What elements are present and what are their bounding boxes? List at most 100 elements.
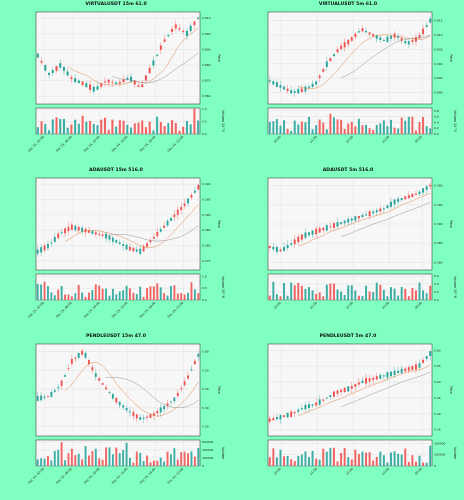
candle-body [340,389,343,393]
volume-bar [59,118,62,134]
volume-bar [293,285,296,300]
volume-bar [167,123,170,134]
volume-bar [111,119,114,134]
chart-title: VIRTUALUSDT 15m 61.0 [85,2,147,7]
candle-body [77,227,80,231]
volume-bar [411,288,414,300]
volume-bar [197,293,200,300]
price-axis-label: Price [449,220,453,228]
volume-bar [193,456,196,466]
candle-body [156,231,159,237]
volume-bar [111,454,114,466]
volume-bar [347,123,350,134]
candle-body [425,186,428,190]
volume-bar [304,288,307,300]
candle-body [57,233,60,239]
candle-body [167,34,170,37]
volume-bar [368,452,371,466]
volume-bar [311,129,314,134]
volume-bar [283,456,286,466]
candle-body [425,356,428,359]
candle-body [404,40,407,44]
volume-bar [115,447,118,466]
candle-body [183,381,186,386]
volume-bar [190,451,193,466]
candle-body [149,413,152,419]
volume-tick-label: 0.0 [202,132,207,136]
x-tick-label: Dec 24, 18:00 [139,467,157,485]
price-tick-label: 5.20 [202,425,209,429]
candle-body [300,408,303,410]
candle-body [70,358,73,364]
candle-body [148,67,151,74]
candle-body [279,85,282,88]
candle-body [122,405,125,408]
volume-bar [357,295,360,300]
chart-title: ADAUSDT 5m 516.0 [322,168,374,173]
volume-bar [48,130,51,134]
candle-body [322,69,325,72]
volume-bar [325,284,328,300]
volume-bar [88,292,90,300]
candle-body [400,38,403,41]
volume-bar [36,127,39,134]
candle-body [304,86,307,92]
price-plot-area [35,343,201,437]
volume-bar [141,120,144,134]
x-tick-label: Dec 24, 14:00 [111,467,129,485]
volume-bar [375,456,378,466]
candle-body [185,30,188,36]
volume-bar [105,447,107,466]
candle-body [400,368,403,374]
volume-bar [315,125,318,134]
volume-bar [268,121,271,134]
volume-tick-label: 1.0 [202,274,207,278]
volume-plot-area [267,439,433,467]
candle-body [379,208,382,212]
candle-body [272,246,275,250]
volume-bar [173,285,176,300]
candle-body [89,84,92,90]
volume-bar [304,122,307,134]
candle-body [107,79,110,83]
volume-bar [414,130,417,134]
volume-tick-label: 0.5 [202,120,207,124]
candle-body [159,45,162,50]
volume-bar [340,452,343,466]
volume-bar [422,462,425,466]
x-tick-label: Dec 24, 22:00 [167,467,185,485]
candle-body [304,232,307,238]
volume-bar [40,284,43,300]
volume-bar [101,288,104,300]
candle-body [105,387,107,390]
x-tick-label: 22:00 [345,135,354,144]
candle-body [91,230,94,235]
volume-bar [81,459,84,466]
volume-tick-label: 0.0 [202,298,207,302]
price-axis-label: Price [217,220,221,228]
volume-bar [70,296,73,300]
volume-tick-label: 0.2 [434,126,439,130]
price-tick-label: 0.385 [202,228,211,232]
volume-bar [354,290,357,300]
volume-bar [379,451,382,466]
volume-bar [180,452,183,466]
candle-body [40,60,43,63]
volume-bar [400,286,403,300]
volume-bar [81,115,84,134]
volume-bar [332,447,335,466]
volume-bar [386,296,389,300]
volume-bar [411,116,414,134]
candle-body [283,247,286,251]
candle-body [85,83,88,88]
candle-body [361,380,364,384]
candle-body [354,33,357,38]
candle-body [122,244,125,247]
moving-average-line [298,34,431,89]
candle-body [372,211,375,214]
candle-body [173,397,176,402]
volume-bar [322,122,325,134]
volume-bar [340,291,343,300]
volume-bar [382,455,385,466]
candle-body [70,224,73,230]
